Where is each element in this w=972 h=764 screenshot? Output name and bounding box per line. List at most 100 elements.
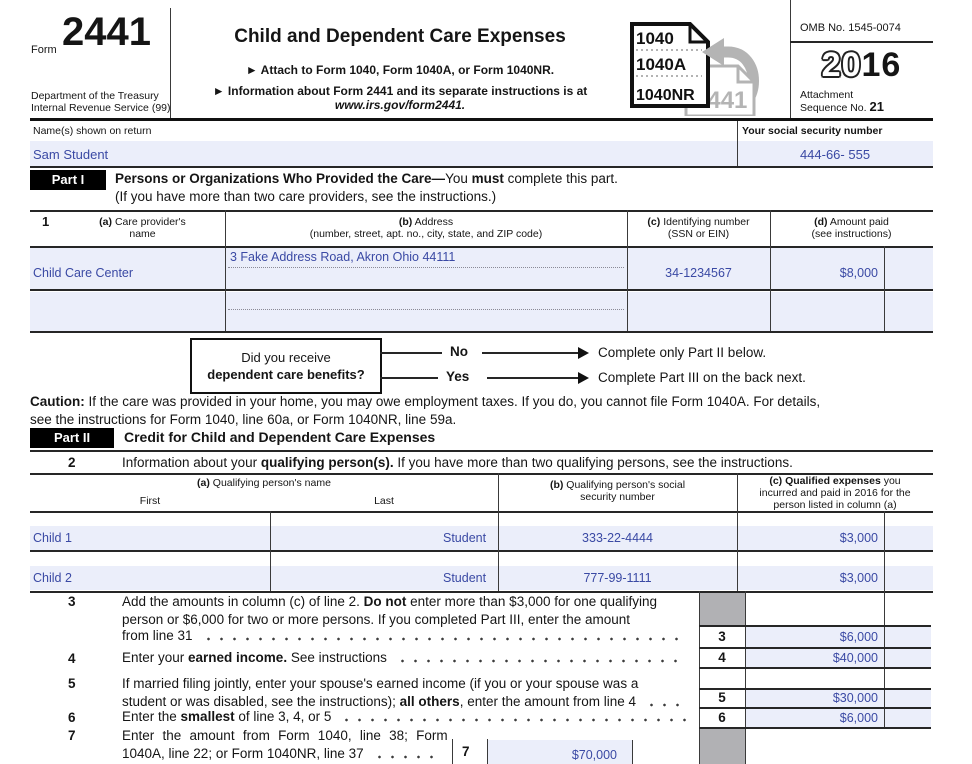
info-url[interactable]: www.irs.gov/form2441. (334, 98, 466, 112)
ssn-value[interactable]: 444-66- 555 (799, 147, 871, 162)
yes-result: Complete Part III on the back next. (598, 370, 806, 385)
line7-number: 7 (68, 728, 76, 743)
dot-leader (645, 702, 686, 707)
rule (228, 267, 624, 268)
col-d-prefix: (d) (814, 216, 828, 228)
rule (228, 309, 624, 310)
line3-value[interactable]: $6,000 (839, 630, 878, 644)
line2-pre: Information about your (122, 455, 261, 470)
rule (225, 210, 226, 331)
col-a-header: (a) Care provider's name (60, 216, 225, 240)
line3-bold: Do not (363, 594, 407, 609)
line6-bold: smallest (180, 709, 235, 724)
caution-line1: Caution: If the care was provided in you… (30, 394, 820, 409)
sequence-number: 21 (869, 99, 884, 114)
sequence-label: Sequence No. 21 (800, 99, 884, 114)
rule (30, 473, 933, 475)
qp-row2-last[interactable]: Student (443, 571, 487, 585)
col-b-text2: (number, street, apt. no., city, state, … (309, 228, 543, 240)
line4-post: See instructions (287, 650, 387, 665)
col-a-prefix: (a) (99, 216, 113, 228)
doc-1040-fold (688, 24, 708, 44)
rule (380, 377, 438, 379)
forms-routing-icon: 2441 1040 1040A 1040NR (628, 12, 778, 121)
doc-1040-icon (630, 22, 710, 108)
line7-field[interactable] (488, 740, 632, 764)
sequence-text: Sequence No. (800, 102, 867, 114)
line4-value[interactable]: $40,000 (832, 651, 878, 665)
line5-number: 5 (68, 676, 76, 691)
line5-value[interactable]: $30,000 (832, 691, 878, 705)
form-number: 2441 (62, 10, 151, 54)
dept-line1: Department of the Treasury (31, 90, 159, 102)
provider-row1-field[interactable] (30, 248, 933, 289)
qp-row2-field[interactable] (30, 566, 933, 590)
dot-leader (340, 717, 686, 722)
rule (498, 473, 499, 591)
rule (884, 591, 885, 727)
line6-box-number: 6 (718, 710, 726, 725)
rule (30, 550, 933, 552)
col-c-text2: (SSN or EIN) (667, 228, 730, 240)
rule (380, 352, 442, 354)
qp-row1-ssn[interactable]: 333-22-4444 (582, 531, 653, 545)
line2-bold: qualifying person(s). (260, 455, 394, 470)
col-a-text: Care provider's (114, 216, 186, 228)
part1-heading: Persons or Organizations Who Provided th… (115, 171, 618, 186)
qp-row1-field[interactable] (30, 526, 933, 550)
provider-address-value[interactable]: 3 Fake Address Road, Akron Ohio 44111 (230, 250, 456, 264)
rule (627, 210, 628, 331)
provider-ein-value[interactable]: 34-1234567 (665, 266, 732, 280)
provider-amount-value[interactable]: $8,000 (839, 266, 878, 280)
rule (770, 210, 771, 331)
rule (30, 118, 933, 121)
rule (487, 739, 488, 764)
line7-text2-label: 1040A, line 22; or Form 1040NR, line 37 (122, 746, 364, 761)
line3-text2: person or $6,000 for two or more persons… (122, 612, 631, 627)
line6-pre: Enter the (122, 709, 181, 724)
form-word: Form (31, 44, 57, 56)
col-c-header: (c) Identifying number (SSN or EIN) (627, 216, 770, 240)
no-result: Complete only Part II below. (598, 345, 767, 360)
benefits-question-line2: dependent care benefits? (207, 367, 365, 382)
rule (699, 707, 931, 709)
qp-row1-first[interactable]: Child 1 (33, 531, 72, 545)
qp-row2-first[interactable]: Child 2 (33, 571, 72, 585)
line2-number: 2 (68, 455, 76, 470)
line6-value[interactable]: $6,000 (839, 711, 878, 725)
line5-text1: If married filing jointly, enter your sp… (122, 676, 639, 691)
doc-label-1040a: 1040A (636, 55, 686, 74)
col-d-header: (d) Amount paid (see instructions) (770, 216, 933, 240)
col-a-text2: name (129, 228, 156, 240)
yes-label: Yes (446, 369, 470, 384)
qp-row1-amount[interactable]: $3,000 (839, 531, 878, 545)
line5-text2: student or was disabled, see the instruc… (122, 694, 690, 711)
line2-text: Information about your qualifying person… (122, 455, 793, 470)
rule (30, 331, 933, 333)
line7-value[interactable]: $70,000 (571, 748, 617, 762)
name-field[interactable] (30, 141, 933, 166)
rule (699, 647, 931, 649)
tax-year: 2016 (790, 46, 933, 85)
qp-row2-amount[interactable]: $3,000 (839, 571, 878, 585)
rule (487, 377, 578, 379)
col-b-header: (b) Address (number, street, apt. no., ci… (225, 216, 627, 240)
ssn-label: Your social security number (742, 125, 883, 137)
line4-text: Enter your earned income. See instructio… (122, 650, 690, 667)
rule (790, 0, 791, 118)
arrowhead-icon (702, 38, 724, 66)
provider-name-value[interactable]: Child Care Center (33, 266, 134, 280)
dept-line2: Internal Revenue Service (99) (31, 102, 171, 114)
qp-row2-ssn[interactable]: 777-99-1111 (583, 571, 652, 585)
line3-text1: Add the amounts in column (c) of line 2.… (122, 594, 657, 609)
provider-row2-field[interactable] (30, 292, 933, 331)
qp-row1-last[interactable]: Student (443, 531, 487, 545)
rule (737, 473, 738, 591)
rule (699, 667, 931, 669)
dot-leader (201, 636, 686, 641)
doc-label-1040: 1040 (636, 29, 674, 48)
rule (884, 511, 885, 591)
rule (170, 8, 171, 118)
qp-col-a-prefix: (a) (197, 477, 210, 489)
name-value[interactable]: Sam Student (33, 147, 109, 162)
